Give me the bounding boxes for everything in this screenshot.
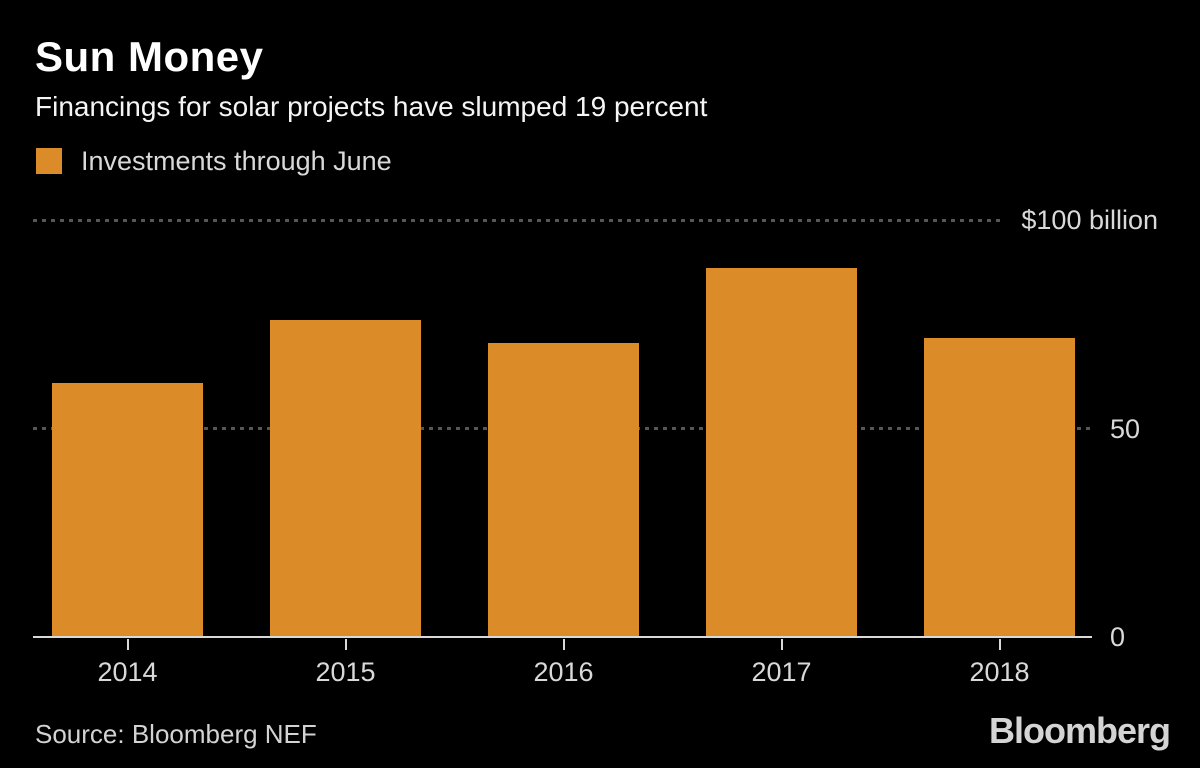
legend-swatch-icon [36, 148, 62, 174]
x-axis-label-2017: 2017 [751, 657, 812, 687]
gridline-0: 0 [33, 620, 1158, 654]
x-tick-2014 [126, 639, 129, 650]
x-axis-label-2016: 2016 [533, 657, 594, 687]
gridline-rule-0 [33, 636, 1092, 638]
plot-area [33, 220, 1095, 637]
x-tick-2015 [344, 639, 347, 650]
bar-2018 [924, 338, 1075, 637]
bar-2017 [706, 268, 857, 637]
gridline-rule-100 [33, 218, 1004, 222]
y-axis-label-0: 0 [1110, 622, 1126, 652]
bloomberg-logo: Bloomberg [988, 710, 1171, 751]
gridline-100: $100 billion [33, 203, 1158, 237]
legend-label: Investments through June [81, 146, 392, 176]
x-tick-2017 [780, 639, 783, 650]
x-tick-2016 [562, 639, 565, 650]
chart-subtitle: Financings for solar projects have slump… [35, 91, 708, 122]
y-axis-label-100: $100 billion [1021, 205, 1158, 235]
x-axis-label-2018: 2018 [969, 657, 1030, 687]
x-tick-2018 [998, 639, 1001, 650]
bar-2014 [52, 382, 203, 637]
y-axis-label-50: 50 [1110, 413, 1141, 444]
source-note: Source: Bloomberg NEF [35, 719, 317, 749]
x-axis-label-2015: 2015 [315, 657, 376, 687]
bar-2016 [488, 343, 639, 637]
x-axis-label-2014: 2014 [97, 657, 158, 687]
chart-title: Sun Money [35, 33, 264, 80]
legend: Investments through June [36, 147, 392, 175]
bar-2015 [270, 320, 421, 637]
